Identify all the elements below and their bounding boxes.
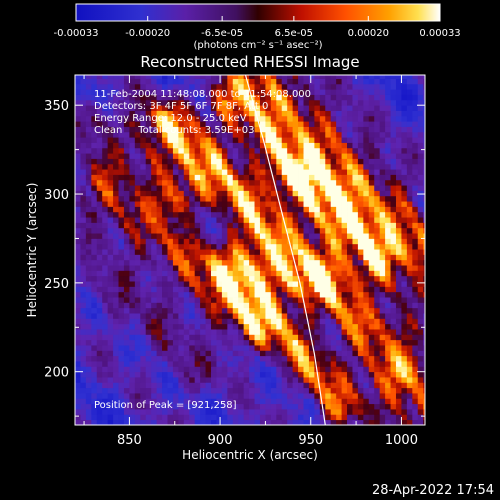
colorbar-tick-label: 0.00033 bbox=[419, 28, 460, 39]
y-tick-label: 200 bbox=[44, 366, 69, 381]
colorbar-tick-label: -0.00020 bbox=[125, 28, 170, 39]
colorbar-ticks: -0.00033 -0.00020 -6.5e-05 6.5e-05 0.00020 0.… bbox=[54, 16, 461, 39]
y-tick-label: 250 bbox=[44, 277, 69, 292]
plot-frame bbox=[74, 74, 426, 426]
heatmap-image bbox=[75, 75, 425, 425]
x-tick-label: 850 bbox=[117, 433, 142, 448]
plot-timestamp: 28-Apr-2022 17:54 bbox=[372, 483, 494, 498]
chart-title: Reconstructed RHESSI Image bbox=[140, 53, 359, 71]
colorbar-tick-label: -6.5e-05 bbox=[201, 28, 243, 39]
colorbar-tick-label: 0.00020 bbox=[348, 28, 389, 39]
solar-limb-curve bbox=[244, 75, 326, 425]
x-tick-label: 950 bbox=[298, 433, 323, 448]
peak-position-label: Position of Peak = [921,258] bbox=[94, 400, 237, 411]
annotation-clean-counts: Clean Total counts: 3.59E+03 bbox=[94, 125, 254, 136]
colorbar-tick-label: 6.5e-05 bbox=[275, 28, 313, 39]
colorbar-unit-label: (photons cm⁻² s⁻¹ asec⁻²) bbox=[193, 40, 322, 51]
colorbar-tick-label: -0.00033 bbox=[54, 28, 99, 39]
x-tick-label: 1000 bbox=[385, 433, 418, 448]
annotation-detectors: Detectors: 3F 4F 5F 6F 7F 8F, Att 0 bbox=[94, 101, 268, 112]
y-tick-label: 300 bbox=[44, 188, 69, 203]
colorbar bbox=[75, 3, 441, 22]
y-tick-label: 350 bbox=[44, 99, 69, 114]
x-axis-label: Heliocentric X (arcsec) bbox=[182, 448, 318, 462]
axis-ticks: 850 900 950 1000 200 250 300 350 bbox=[44, 75, 425, 448]
x-tick-label: 900 bbox=[208, 433, 233, 448]
observation-annotations: 11-Feb-2004 11:48:08.000 to 11:54:08.000… bbox=[94, 89, 311, 411]
y-axis-label: Heliocentric Y (arcsec) bbox=[25, 183, 39, 318]
annotation-energy-range: Energy Range: 12.0 - 25.0 keV bbox=[94, 113, 247, 124]
annotation-time-range: 11-Feb-2004 11:48:08.000 to 11:54:08.000 bbox=[94, 89, 311, 100]
